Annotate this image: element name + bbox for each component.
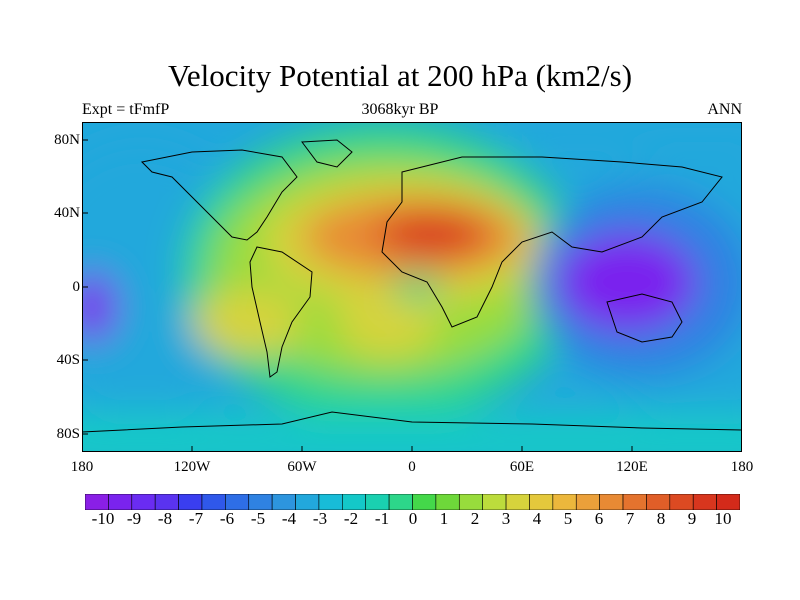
field-blob [192, 287, 302, 357]
colorbar-tick-label: -7 [188, 509, 204, 528]
time-label: 3068kyr BP [361, 101, 439, 118]
coastline-greenland [301, 139, 353, 168]
colorbar-tick-label: 10 [714, 509, 732, 528]
lat-tick-label: 80N [54, 132, 80, 148]
colorbar-tick-label: -6 [219, 509, 235, 528]
experiment-label: Expt = tFmfP [82, 101, 170, 118]
coastline-eurasia-africa [381, 156, 723, 328]
lat-tick-label: 40S [56, 352, 80, 368]
colorbar-tick-label: -5 [250, 509, 266, 528]
field-blob [82, 272, 117, 342]
lon-tick-label: 180 [730, 459, 754, 475]
lon-tick-label: 120E [616, 459, 648, 475]
field-blob [337, 287, 437, 357]
field-blob [557, 232, 697, 332]
colorbar-tick-label: 6 [594, 509, 604, 528]
colorbar-tick-label: -1 [374, 509, 390, 528]
coastline-north-america [140, 149, 298, 241]
lat-tick-label: 80S [56, 426, 80, 442]
velocity-potential-map [82, 122, 742, 452]
colorbar-tick-label: 0 [408, 509, 418, 528]
colorbar-tick-label: 2 [470, 509, 480, 528]
colorbar-tick-label: 8 [656, 509, 666, 528]
lon-tick-label: 0 [408, 459, 416, 475]
lon-tick-label: 60E [509, 459, 535, 475]
colorbar-tick-label: -9 [126, 509, 142, 528]
colorbar-tick-label: -3 [312, 509, 328, 528]
colorbar-tick-label: -10 [91, 509, 115, 528]
colorbar-tick-label: -2 [343, 509, 359, 528]
coastline-antarctica [82, 411, 742, 433]
colorbar-tick-label: 1 [439, 509, 449, 528]
map-title: Velocity Potential at 200 hPa (km2/s) [167, 58, 633, 93]
colorbar-tick-label: -8 [157, 509, 173, 528]
colorbar-tick-label: 3 [501, 509, 511, 528]
colorbar-tick-label: -4 [281, 509, 297, 528]
colorbar-tick-label: 7 [625, 509, 635, 528]
colorbar-tick-label: 5 [563, 509, 573, 528]
coastline-south-america [249, 246, 313, 378]
colorbar-tick-label: 4 [532, 509, 542, 528]
field-blob [377, 212, 487, 256]
colorbar [85, 494, 740, 510]
field-blob [82, 412, 742, 452]
coastline-australia [606, 293, 683, 343]
season-label: ANN [707, 101, 742, 118]
lon-tick-label: 60W [287, 459, 317, 475]
field-blob [502, 122, 742, 147]
lon-tick-label: 120W [173, 459, 211, 475]
lat-tick-label: 40N [54, 205, 80, 221]
colorbar-tick-label: 9 [687, 509, 697, 528]
field-blob [392, 272, 442, 302]
lon-tick-label: 180 [70, 459, 94, 475]
lat-tick-label: 0 [72, 279, 81, 295]
